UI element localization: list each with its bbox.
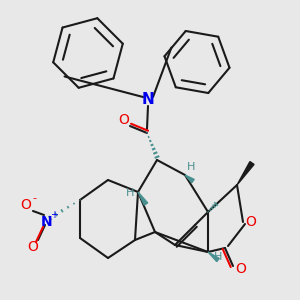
- Text: H: H: [126, 188, 134, 198]
- Text: H: H: [187, 162, 195, 172]
- Text: +: +: [50, 210, 58, 220]
- Text: H: H: [214, 252, 222, 262]
- Polygon shape: [185, 175, 194, 183]
- Text: O: O: [236, 262, 246, 276]
- Polygon shape: [237, 162, 254, 185]
- Text: O: O: [21, 198, 32, 212]
- Text: N: N: [41, 215, 53, 229]
- Text: -: -: [32, 193, 36, 203]
- Text: O: O: [246, 215, 256, 229]
- Text: O: O: [118, 113, 129, 127]
- Polygon shape: [138, 192, 148, 205]
- Polygon shape: [208, 252, 219, 262]
- Text: O: O: [28, 240, 38, 254]
- Text: N: N: [142, 92, 154, 107]
